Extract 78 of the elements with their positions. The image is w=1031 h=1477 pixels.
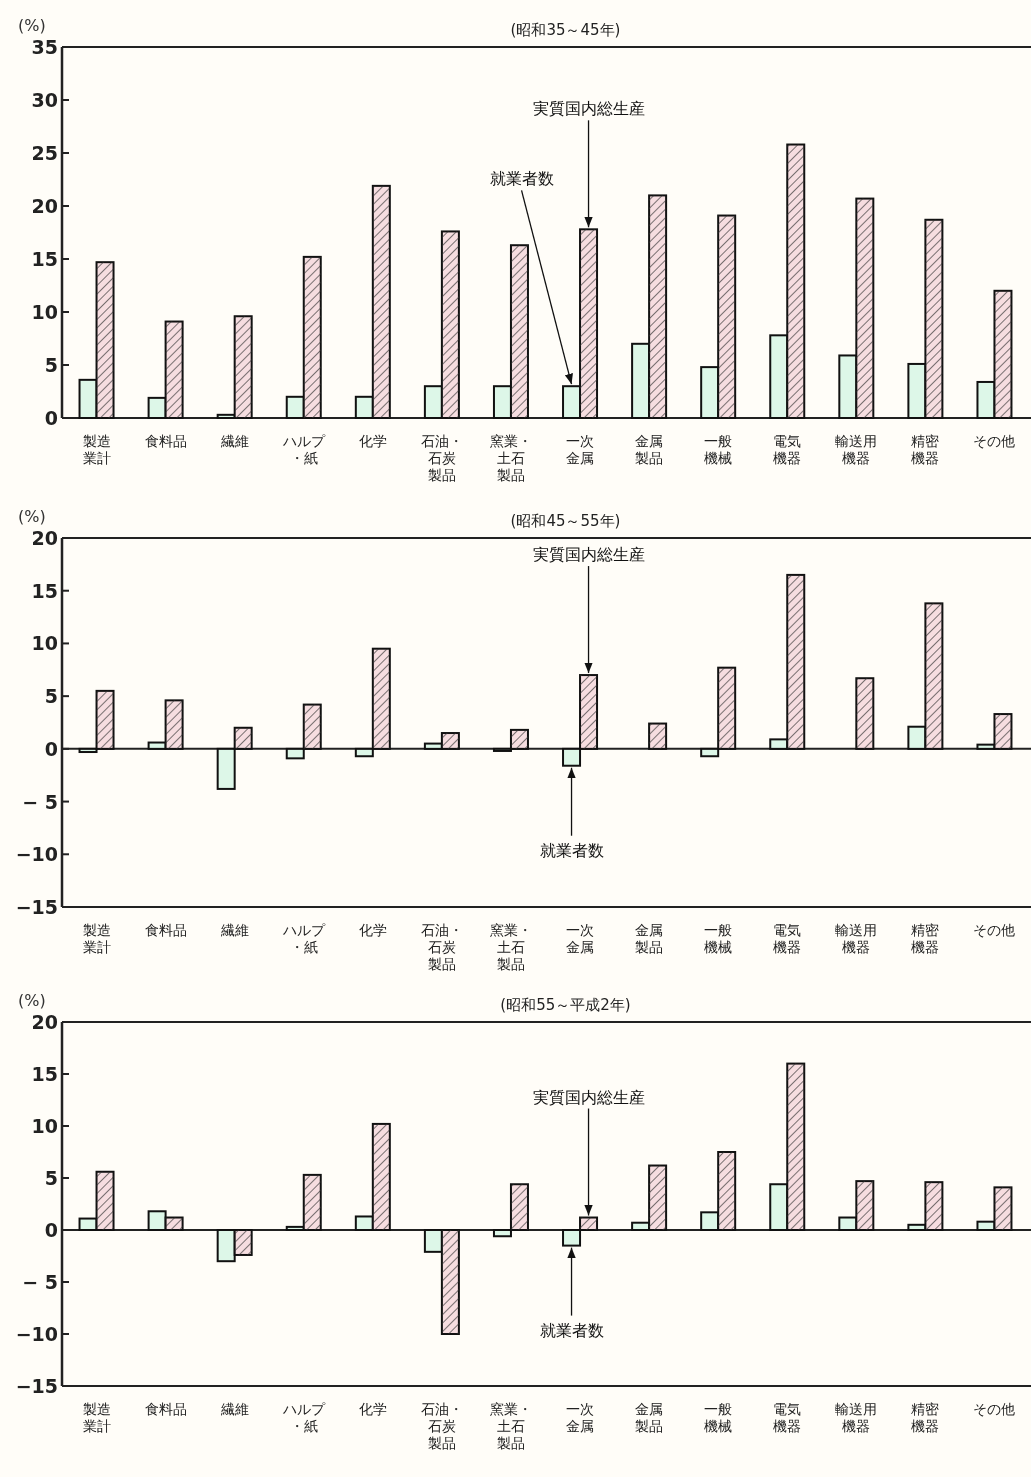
y-tick-label: 10 xyxy=(31,301,58,323)
x-tick-label: 食料品 xyxy=(144,433,187,449)
y-tick-label: 15 xyxy=(31,248,58,270)
y-tick-label: 5 xyxy=(44,1167,58,1189)
x-tick-label: 窯業・土石製品 xyxy=(489,1401,532,1451)
x-tick-label: 一般機械 xyxy=(704,433,733,466)
y-tick-label: 0 xyxy=(44,737,58,760)
y-tick-label: 5 xyxy=(44,685,58,708)
annotation: 実質国内総生産 xyxy=(532,99,645,119)
x-tick-label: 電気機器 xyxy=(773,433,802,466)
x-tick-label: 製造業計 xyxy=(82,433,111,466)
annotation: 就業者数 xyxy=(489,169,554,189)
x-tick-label: 食料品 xyxy=(144,1401,187,1417)
x-tick-label: 一次金属 xyxy=(566,1401,595,1434)
x-tick-label: 石油・石炭製品 xyxy=(420,433,463,483)
y-tick-label: 0 xyxy=(44,407,58,429)
chart-title: (昭和35～45年) xyxy=(510,21,621,39)
y-tick-label: 35 xyxy=(31,36,58,58)
x-tick-label: 金属製品 xyxy=(635,433,664,466)
x-tick-label: 一般機械 xyxy=(704,922,733,955)
x-tick-label: 一次金属 xyxy=(566,433,595,466)
y-tick-label: 20 xyxy=(31,195,58,217)
x-tick-label: 一次金属 xyxy=(566,922,595,955)
x-tick-label: 窯業・土石製品 xyxy=(489,922,532,972)
chart-title: (昭和45～55年) xyxy=(510,512,621,530)
annotation: 実質国内総生産 xyxy=(532,1087,645,1107)
x-tick-label: 製造業計 xyxy=(82,1401,111,1434)
x-tick-label: 電気機器 xyxy=(773,922,802,955)
y-tick-label: 5 xyxy=(44,354,58,376)
y-tick-label: 20 xyxy=(31,527,58,549)
annotation: 実質国内総生産 xyxy=(532,545,645,565)
x-tick-label: 輸送用機器 xyxy=(835,1401,878,1434)
y-tick-label: 30 xyxy=(31,89,58,111)
x-tick-label: ハルプ・紙 xyxy=(281,433,326,466)
y-axis-title: (%) xyxy=(18,991,46,1010)
y-tick-label: −15 xyxy=(15,896,58,918)
x-tick-label: 繊維 xyxy=(219,1401,249,1417)
y-tick-label: −15 xyxy=(15,1375,58,1397)
x-tick-label: 繊維 xyxy=(219,922,249,938)
x-tick-label: 精密機器 xyxy=(911,433,940,466)
annotation: 就業者数 xyxy=(539,840,604,860)
y-axis-title: (%) xyxy=(18,507,46,526)
x-tick-label: 石油・石炭製品 xyxy=(420,922,463,972)
x-tick-label: ハルプ・紙 xyxy=(281,922,326,955)
x-tick-label: 金属製品 xyxy=(635,922,664,955)
y-tick-label: 25 xyxy=(31,142,58,164)
x-tick-label: その他 xyxy=(973,922,1016,938)
y-tick-label: 15 xyxy=(31,579,58,602)
y-tick-label: − 5 xyxy=(22,790,58,813)
x-tick-label: 一般機械 xyxy=(704,1401,733,1434)
x-tick-label: 輸送用機器 xyxy=(835,433,878,466)
x-tick-label: 製造業計 xyxy=(82,922,111,955)
x-tick-label: ハルプ・紙 xyxy=(281,1401,326,1434)
x-tick-label: 化学 xyxy=(358,922,387,938)
x-tick-label: 精密機器 xyxy=(911,1401,940,1434)
chart-title: (昭和55～平成2年) xyxy=(500,996,631,1014)
x-tick-label: 精密機器 xyxy=(911,922,940,955)
x-tick-label: 食料品 xyxy=(144,922,187,938)
x-tick-label: 電気機器 xyxy=(773,1401,802,1434)
y-axis-title: (%) xyxy=(18,16,46,35)
y-tick-label: 10 xyxy=(31,632,58,655)
y-tick-label: 20 xyxy=(31,1011,58,1033)
y-tick-label: − 5 xyxy=(22,1271,58,1293)
y-tick-label: −10 xyxy=(15,843,58,866)
x-tick-label: その他 xyxy=(973,433,1016,449)
y-tick-label: −10 xyxy=(15,1323,58,1345)
y-tick-label: 0 xyxy=(44,1219,58,1241)
y-tick-label: 10 xyxy=(31,1115,58,1137)
x-tick-label: 窯業・土石製品 xyxy=(489,433,532,483)
x-tick-label: 繊維 xyxy=(219,433,249,449)
x-tick-label: 金属製品 xyxy=(635,1401,664,1434)
x-tick-label: 輸送用機器 xyxy=(835,922,878,955)
annotation: 就業者数 xyxy=(539,1320,604,1340)
x-tick-label: 化学 xyxy=(358,1401,387,1417)
x-tick-label: その他 xyxy=(973,1401,1016,1417)
x-tick-label: 石油・石炭製品 xyxy=(420,1401,463,1451)
x-tick-label: 化学 xyxy=(358,433,387,449)
y-tick-label: 15 xyxy=(31,1063,58,1085)
